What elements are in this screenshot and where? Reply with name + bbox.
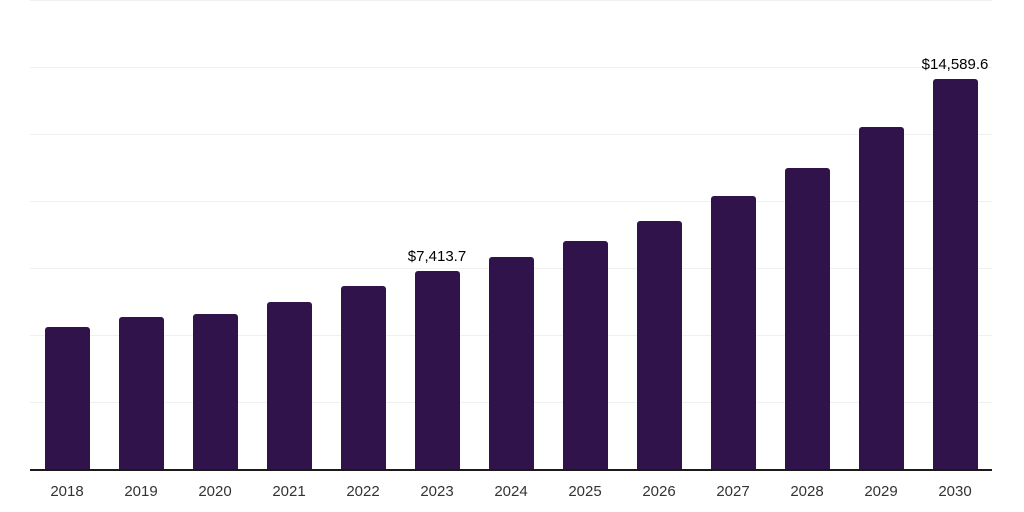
- bar-2029[interactable]: [858, 127, 904, 470]
- bar-2026[interactable]: [636, 220, 682, 470]
- bar-2019[interactable]: [118, 316, 164, 470]
- bar-slot-2024: [474, 0, 548, 470]
- bar-slot-2018: [30, 0, 104, 470]
- bar-2021[interactable]: [266, 301, 312, 470]
- x-tick-label-2022: 2022: [346, 483, 380, 500]
- gridline: [30, 66, 992, 68]
- x-axis-labels: 2018 2019 2020 2021 2022 2023 2024 2025 2026 2027…: [30, 471, 992, 499]
- bar-slot-2028: [770, 0, 844, 470]
- bar-2030[interactable]: [932, 78, 978, 470]
- x-tick-label-2026: 2026: [642, 483, 676, 500]
- bar-value-label-2023: $7,413.7: [407, 248, 467, 266]
- x-tick-label-2025: 2025: [568, 483, 602, 500]
- bar-slot-2023: $7,413.7: [400, 0, 474, 470]
- bar-slot-2022: [326, 0, 400, 470]
- x-tick-label-2023: 2023: [420, 483, 454, 500]
- bar-2022[interactable]: [340, 286, 386, 470]
- bar-2023[interactable]: [414, 271, 460, 470]
- bar-2027[interactable]: [710, 195, 756, 470]
- gridline: [30, 133, 992, 135]
- bar-2018[interactable]: [44, 326, 90, 470]
- bar-slot-2029: [844, 0, 918, 470]
- bar-slot-2026: [622, 0, 696, 470]
- x-tick-label-2018: 2018: [50, 483, 84, 500]
- x-tick-label-2019: 2019: [124, 483, 158, 500]
- bars-group: $7,413.7 $14,589.6: [30, 0, 992, 470]
- x-tick-label-2030: 2030: [938, 483, 972, 500]
- bar-slot-2021: [252, 0, 326, 470]
- x-tick-label-2020: 2020: [198, 483, 232, 500]
- x-axis-line: [30, 469, 992, 471]
- plot-area: $7,413.7 $14,589.6: [30, 0, 992, 471]
- x-tick-label-2029: 2029: [864, 483, 898, 500]
- x-tick-label-2027: 2027: [716, 483, 750, 500]
- bar-2028[interactable]: [784, 167, 830, 470]
- bar-slot-2025: [548, 0, 622, 470]
- bar-2020[interactable]: [192, 313, 238, 470]
- gridline: [30, 0, 992, 1]
- bar-2024[interactable]: [488, 257, 534, 470]
- bar-slot-2030: $14,589.6: [918, 0, 992, 470]
- bar-slot-2020: [178, 0, 252, 470]
- gridline: [30, 200, 992, 202]
- bar-slot-2027: [696, 0, 770, 470]
- bar-slot-2019: [104, 0, 178, 470]
- bar-value-label-2030: $14,589.6: [921, 55, 989, 73]
- x-tick-label-2024: 2024: [494, 483, 528, 500]
- x-tick-label-2021: 2021: [272, 483, 306, 500]
- x-tick-label-2028: 2028: [790, 483, 824, 500]
- bar-2025[interactable]: [562, 241, 608, 470]
